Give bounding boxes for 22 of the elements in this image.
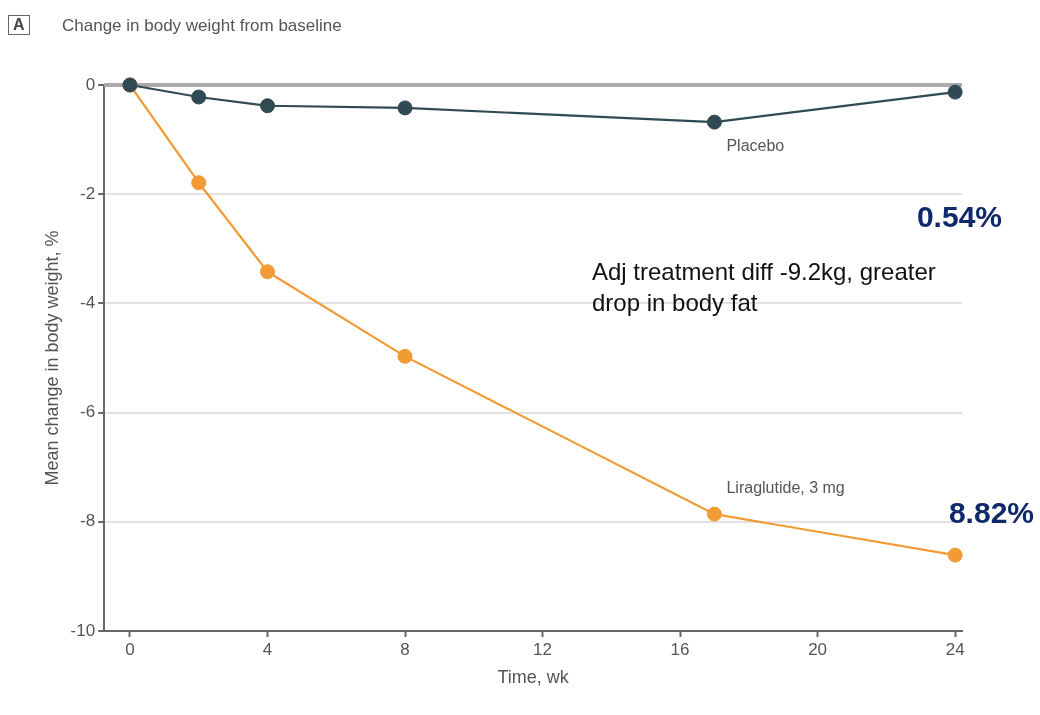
x-tick-label: 20 [808, 639, 828, 659]
x-tick-label: 8 [400, 639, 410, 659]
y-tick-label: -8 [80, 511, 96, 531]
x-tick-label: 24 [945, 639, 965, 659]
annotation: 0.54% [916, 200, 1002, 234]
series-label: Liraglutide, 3 mg [726, 478, 845, 496]
x-tick-label: 12 [533, 639, 552, 659]
chart-title: Change in body weight from baseline [62, 16, 342, 36]
annotation: 8.82% [948, 496, 1034, 530]
y-tick-label: -10 [70, 620, 96, 640]
series-label: Placebo [726, 136, 785, 154]
y-tick-label: -4 [80, 293, 96, 313]
x-tick-label: 0 [125, 639, 135, 659]
x-axis-title: Time, wk [497, 667, 570, 688]
text: A [8, 15, 30, 35]
y-tick-label: -2 [80, 183, 96, 203]
x-tick-label: 4 [262, 639, 273, 659]
y-tick-label: 0 [85, 74, 96, 94]
annotation: Adj treatment diff -9.2kg, greater drop in body fat [592, 257, 937, 319]
y-axis-title: Mean change in body weight, % [41, 230, 62, 486]
x-tick-label: 16 [670, 639, 690, 659]
y-tick-label: -6 [80, 402, 96, 422]
